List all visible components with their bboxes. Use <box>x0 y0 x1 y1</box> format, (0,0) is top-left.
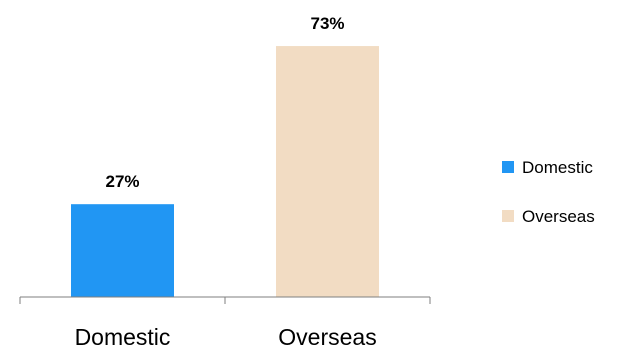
legend-label-domestic: Domestic <box>522 158 593 177</box>
data-label-overseas: 73% <box>310 14 344 33</box>
tick-labels-group: Domestic Overseas <box>75 324 377 350</box>
bars-group <box>71 46 379 297</box>
x-tick-label-overseas: Overseas <box>278 324 376 350</box>
bar-domestic <box>71 204 174 297</box>
x-axis <box>19 296 431 304</box>
data-label-domestic: 27% <box>105 172 139 191</box>
legend-label-overseas: Overseas <box>522 207 595 226</box>
legend-swatch-domestic <box>502 161 514 173</box>
bar-overseas <box>276 46 379 297</box>
legend: Domestic Overseas <box>502 158 595 226</box>
x-tick-label-domestic: Domestic <box>75 324 171 350</box>
legend-swatch-overseas <box>502 210 514 222</box>
data-labels-group: 27% 73% <box>105 14 344 191</box>
